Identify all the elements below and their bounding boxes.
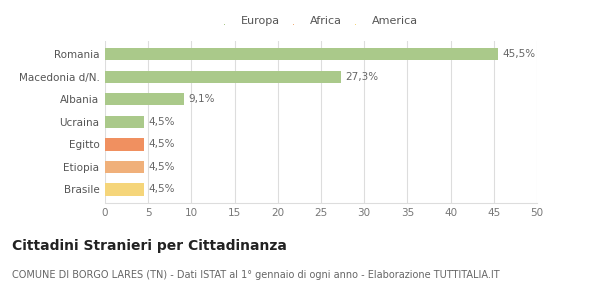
Text: COMUNE DI BORGO LARES (TN) - Dati ISTAT al 1° gennaio di ogni anno - Elaborazion: COMUNE DI BORGO LARES (TN) - Dati ISTAT … [12,270,500,280]
Bar [105,70,341,83]
Legend: Europa, Africa, America: Europa, Africa, America [222,13,420,28]
Text: 27,3%: 27,3% [345,72,379,82]
Text: 4,5%: 4,5% [148,117,175,127]
Bar [105,48,498,60]
Bar [105,183,144,196]
Text: 9,1%: 9,1% [188,94,214,104]
Bar [105,93,184,106]
Text: 4,5%: 4,5% [148,184,175,194]
Text: 4,5%: 4,5% [148,139,175,149]
Text: 45,5%: 45,5% [502,49,536,59]
Text: Cittadini Stranieri per Cittadinanza: Cittadini Stranieri per Cittadinanza [12,239,287,253]
Bar [105,161,144,173]
Text: 4,5%: 4,5% [148,162,175,172]
Bar [105,116,144,128]
Bar [105,138,144,151]
